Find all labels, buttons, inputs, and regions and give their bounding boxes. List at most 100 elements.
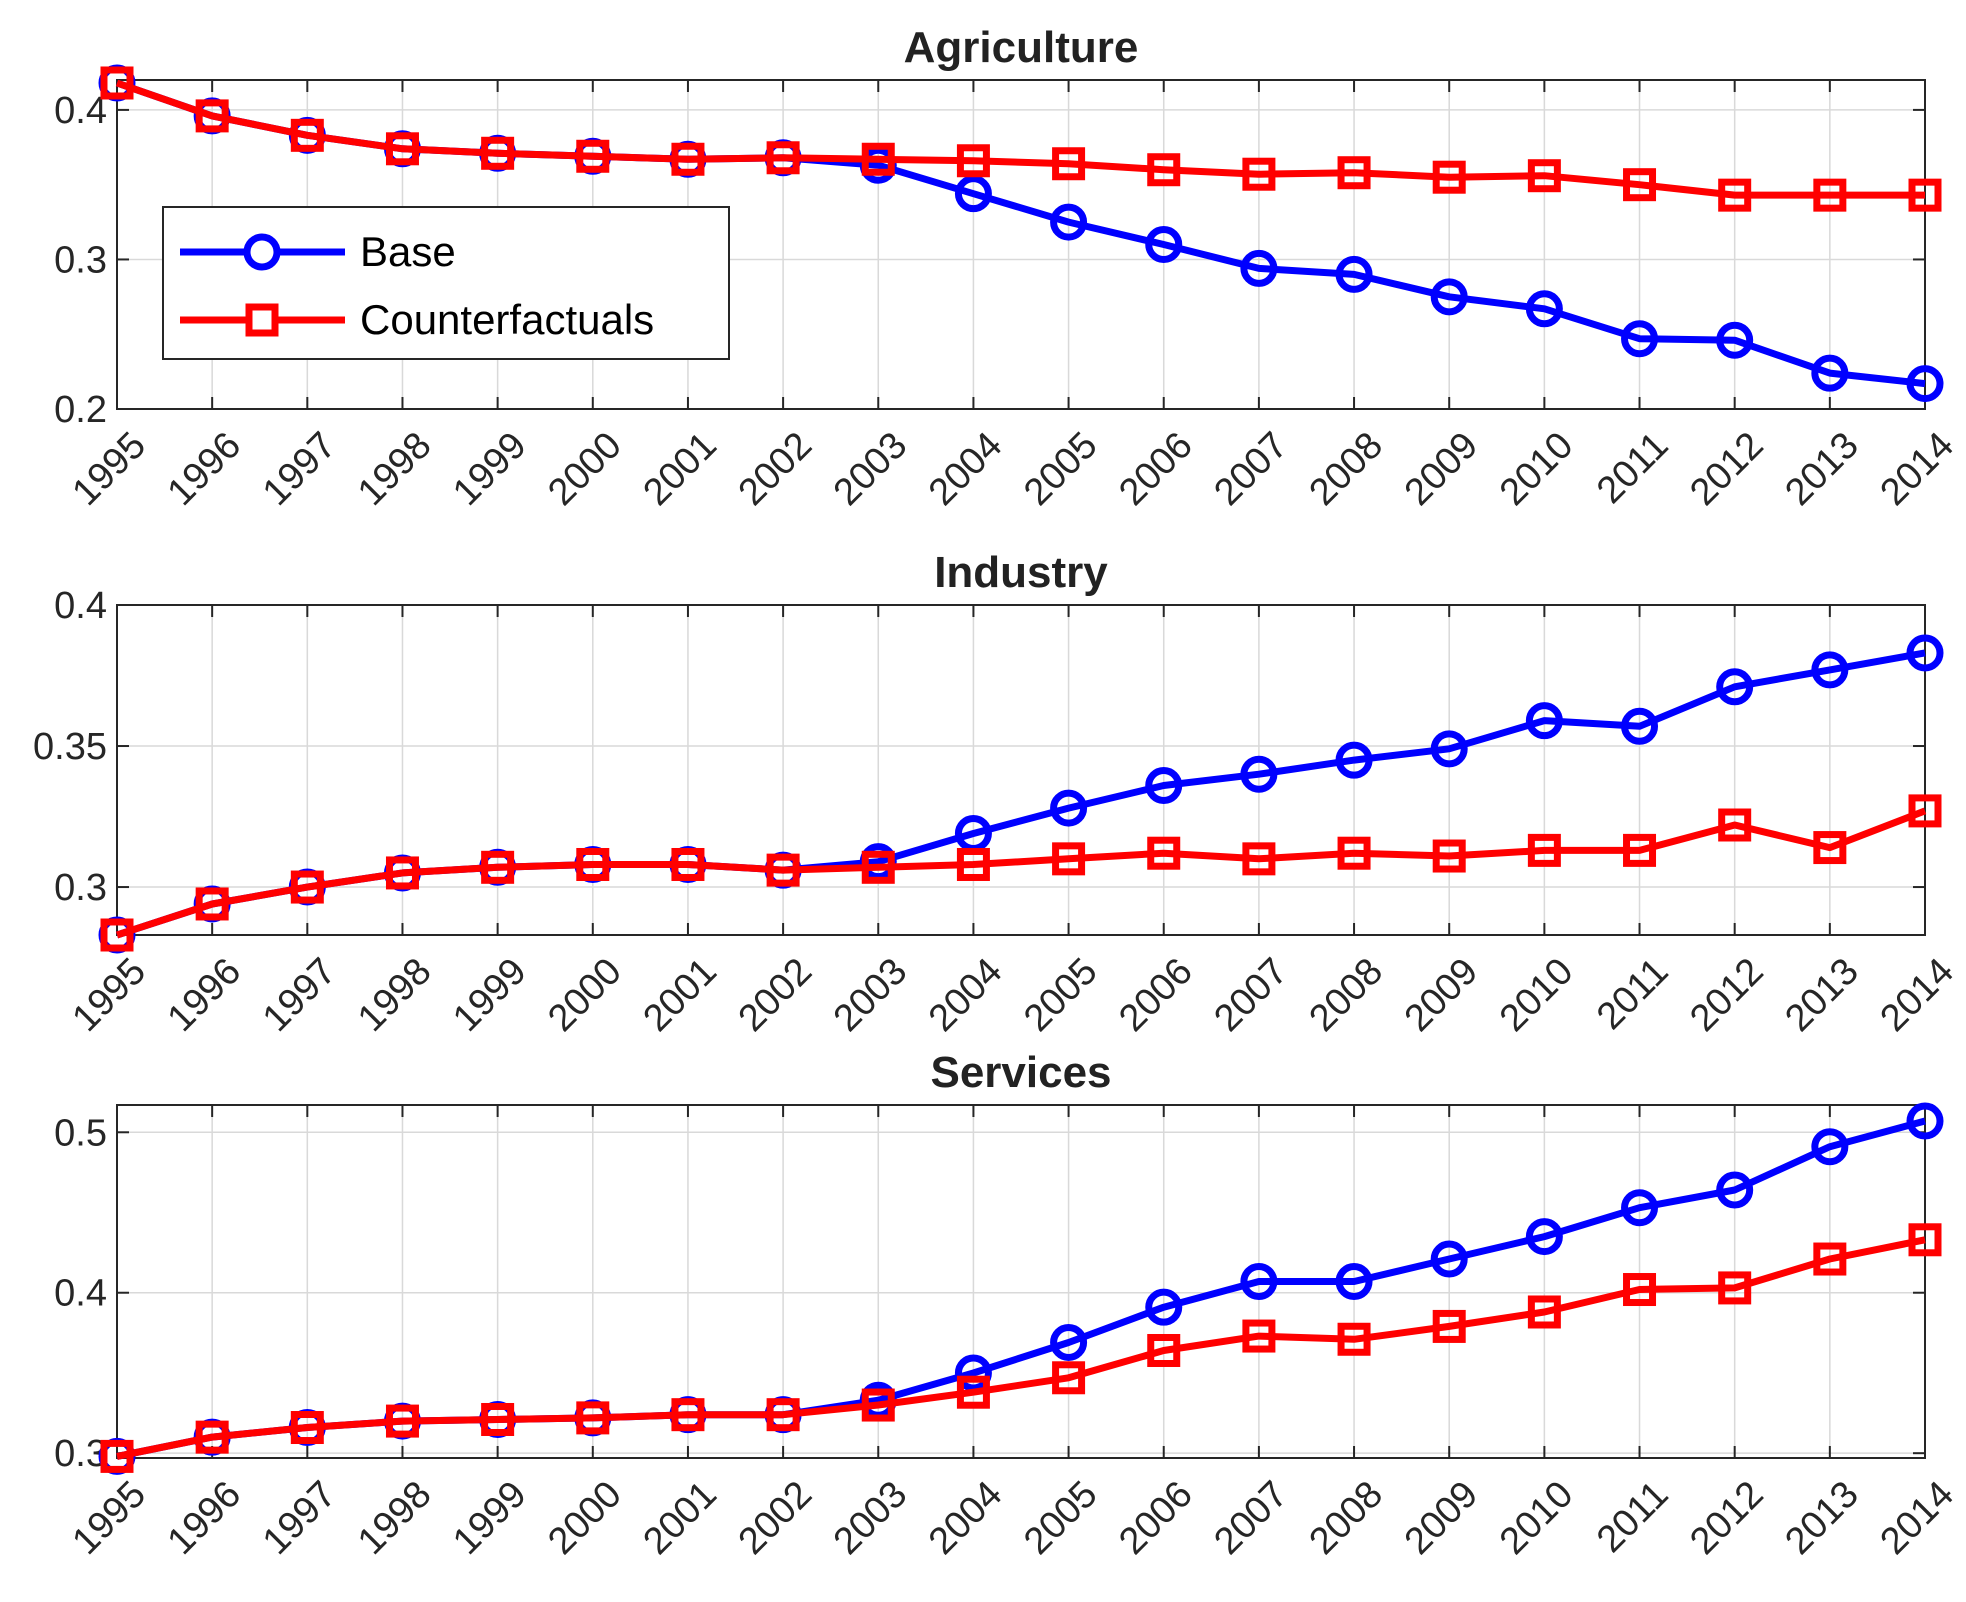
industry-counterfactual-point: [861, 850, 895, 884]
industry-base-point: [1145, 767, 1183, 805]
agriculture-counterfactual-point: [956, 144, 990, 178]
x-tick-label: 2006: [1111, 950, 1200, 1039]
x-tick-label: 1997: [255, 1473, 344, 1562]
x-tick-label: 2014: [1873, 424, 1962, 513]
y-tick-label: 0.4: [54, 585, 107, 627]
industry-base-point: [1430, 730, 1468, 768]
x-tick-label: 2009: [1397, 1473, 1486, 1562]
agriculture-counterfactual-point: [861, 142, 895, 176]
agriculture-counterfactual-point: [290, 118, 324, 152]
legend-base-marker: [243, 233, 281, 271]
x-tick-label: 1995: [65, 1473, 154, 1562]
services-counterfactual-point: [1623, 1273, 1657, 1307]
industry-counterfactual-point: [576, 847, 610, 881]
x-tick-label: 2004: [921, 424, 1010, 513]
industry-base-point: [1240, 755, 1278, 793]
industry-base-point: [1050, 789, 1088, 827]
x-tick-label: 2005: [1016, 1473, 1105, 1562]
services-base-point: [1906, 1102, 1944, 1140]
industry-base-point: [1811, 651, 1849, 689]
x-tick-label: 2009: [1397, 424, 1486, 513]
x-tick-label: 2003: [826, 424, 915, 513]
x-tick-label: 2008: [1302, 424, 1391, 513]
agriculture-counterfactual-point: [481, 136, 515, 170]
x-tick-label: 2001: [636, 424, 725, 513]
y-tick-label: 0.3: [54, 1433, 107, 1475]
x-tick-label: 2013: [1777, 1473, 1866, 1562]
x-tick-label: 1997: [255, 950, 344, 1039]
x-tick-label: 1996: [160, 1473, 249, 1562]
industry-counterfactual-point: [290, 870, 324, 904]
y-tick-label: 0.4: [54, 90, 107, 132]
services-base-point: [1145, 1288, 1183, 1326]
industry-counterfactual-point: [956, 847, 990, 881]
agriculture-title: Agriculture: [904, 23, 1139, 72]
x-tick-label: 2010: [1492, 1473, 1581, 1562]
services-counterfactual-point: [195, 1420, 229, 1454]
services-base-point: [954, 1354, 992, 1392]
agriculture-base-point: [954, 175, 992, 213]
agriculture-counterfactual-point: [1052, 147, 1086, 181]
services-axes: [116, 1104, 1926, 1459]
x-tick-label: 2002: [731, 424, 820, 513]
agriculture-base-point: [1240, 249, 1278, 287]
services-counterfactual-point: [1908, 1223, 1942, 1257]
x-tick-label: 2003: [826, 950, 915, 1039]
agriculture-counterfactual-point: [100, 66, 134, 100]
industry-counterfactual-point: [1242, 842, 1276, 876]
x-tick-label: 2006: [1111, 424, 1200, 513]
agriculture-base-point: [1050, 203, 1088, 241]
agriculture-counterfactual-point: [385, 132, 419, 166]
x-tick-label: 2012: [1682, 1473, 1771, 1562]
legend-counterfactual-label: Counterfactuals: [360, 296, 654, 343]
industry-base-point: [1716, 668, 1754, 706]
legend: Base Counterfactuals: [162, 206, 730, 360]
x-tick-label: 2000: [540, 950, 629, 1039]
x-tick-label: 1995: [65, 950, 154, 1039]
y-tick-label: 0.5: [54, 1112, 107, 1154]
y-tick-label: 0.3: [54, 867, 107, 909]
industry-counterfactual-point: [1908, 794, 1942, 828]
industry-base-line: [115, 649, 1926, 939]
x-tick-label: 2002: [731, 1473, 820, 1562]
legend-base-label: Base: [360, 228, 456, 275]
industry-counterfactual-point: [100, 918, 134, 952]
agriculture-counterfactual-point: [195, 99, 229, 133]
x-tick-label: 2003: [826, 1473, 915, 1562]
services-counterfactual-point: [1527, 1295, 1561, 1329]
agriculture-counterfactual-point: [1623, 168, 1657, 202]
agriculture-base-point: [1906, 365, 1944, 403]
industry-counterfactual-point: [1813, 831, 1847, 865]
industry-counterfactual-point: [1623, 833, 1657, 867]
agriculture-counterfactual-point: [1813, 178, 1847, 212]
agriculture-counterfactual-point: [1147, 153, 1181, 187]
agriculture-counterfactual-point: [1718, 178, 1752, 212]
industry-counterfactual-point: [1718, 808, 1752, 842]
agriculture-counterfactual-point: [576, 139, 610, 173]
agriculture-counterfactual-point: [1432, 160, 1466, 194]
industry-axes: [116, 604, 1926, 936]
x-tick-label: 2012: [1682, 424, 1771, 513]
industry-counterfactual-point: [1147, 836, 1181, 870]
industry-base-point: [1525, 702, 1563, 740]
x-tick-label: 2014: [1873, 1473, 1962, 1562]
x-tick-label: 1998: [350, 424, 439, 513]
services-base-point: [1050, 1323, 1088, 1361]
x-tick-label: 1997: [255, 424, 344, 513]
x-tick-label: 2013: [1777, 424, 1866, 513]
x-tick-label: 2001: [636, 1473, 725, 1562]
x-tick-label: 2014: [1873, 950, 1962, 1039]
services-base-point: [1621, 1189, 1659, 1227]
x-tick-label: 2007: [1206, 424, 1295, 513]
x-tick-label: 2011: [1589, 1473, 1676, 1560]
services-base-point: [1430, 1240, 1468, 1278]
services-base-point: [1240, 1263, 1278, 1300]
services-counterfactual-point: [576, 1401, 610, 1435]
x-tick-label: 1998: [350, 950, 439, 1039]
y-tick-label: 0.4: [54, 1273, 107, 1315]
agriculture-base-point: [1525, 290, 1563, 328]
services-counterfactual-point: [861, 1388, 895, 1422]
